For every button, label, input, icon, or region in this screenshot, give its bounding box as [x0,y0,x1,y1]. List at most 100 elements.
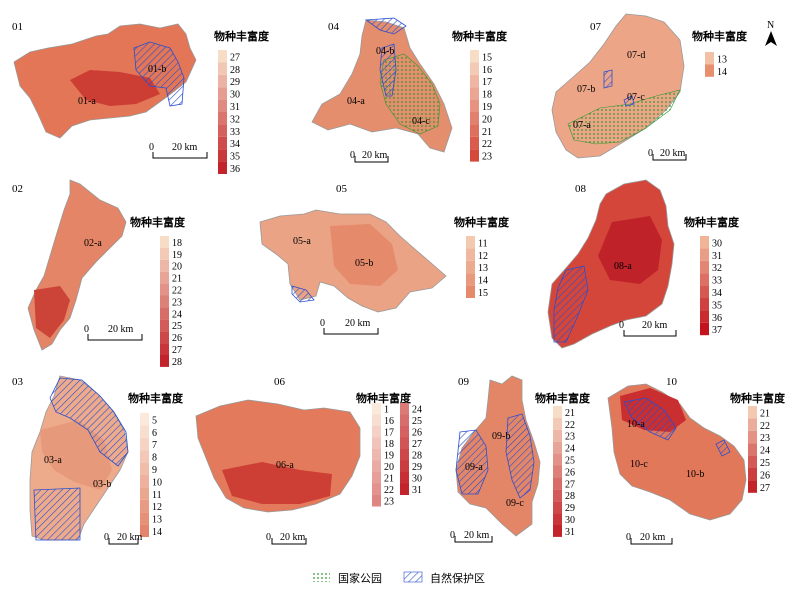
legend-label: 28 [412,451,422,462]
legend-swatch [372,449,381,461]
region-label: 07-c [627,92,645,103]
legend-title: 物种丰富度 [454,215,510,229]
region-label: 10-a [627,419,645,430]
legend-swatch [372,472,381,484]
legend-swatch [160,319,169,332]
panel-04-code: 04 [328,21,340,33]
scale-bar: 0 20 km [266,532,307,545]
legend-label: 21 [482,127,492,138]
legend-label: 21 [760,408,770,419]
legend-label: 23 [565,432,575,443]
legend-swatch [553,465,562,478]
legend-label: 30 [412,474,422,485]
legend-label: 30 [565,515,575,526]
legend-label: 24 [172,309,182,320]
legend-label: 30 [712,238,722,249]
legend-label: 15 [478,288,488,299]
legend-swatch [400,437,409,449]
legend-label: 24 [412,405,422,416]
region-label: 10-c [630,459,648,470]
svg-text:20 km: 20 km [640,532,666,543]
legend-swatch [553,501,562,514]
legend-label: 21 [384,474,394,485]
legend-label: 30 [230,90,240,101]
legend-swatch [140,437,149,451]
legend-label: 26 [565,467,575,478]
legend-label: 1 [384,405,389,416]
legend-swatch [160,283,169,296]
svg-text:0: 0 [320,318,325,329]
panel-09-reserve-b [505,413,535,499]
legend-swatch [466,248,475,261]
legend-swatch [553,417,562,430]
legend-label: 17 [384,428,394,439]
legend-swatch [140,487,149,500]
legend-label: 32 [230,114,240,125]
legend-label: 14 [152,527,162,538]
legend-label: 14 [478,276,488,287]
legend-label: 26 [760,470,770,481]
svg-text:0: 0 [84,324,89,335]
legend-label: 25 [412,416,422,427]
legend-swatch [140,413,149,426]
legend-label: 29 [230,77,240,88]
legend-label: 26 [172,333,182,344]
legend-swatch [470,136,479,150]
panel-02-high [34,286,70,338]
panel-03-reserve-north [49,377,129,467]
region-label: 03-b [93,479,111,490]
legend-swatch [218,50,227,63]
panel-06-core [222,462,332,504]
legend-label: 6 [152,428,157,439]
legend-label: 25 [760,458,770,469]
legend-swatch [700,260,709,274]
legend-label: 35 [712,300,722,311]
legend-label: 20 [172,262,182,273]
legend-swatch [400,403,409,415]
legend-swatch [553,525,562,537]
legend-label: 20 [384,462,394,473]
svg-text:0: 0 [104,532,109,543]
legend-swatch [400,472,409,484]
legend-label: 33 [230,127,240,138]
legend-label: 24 [565,444,575,455]
legend-swatch [748,430,757,444]
nature-reserve-label: 自然保护区 [430,571,485,585]
legend-title: 物种丰富度 [128,391,184,405]
scale-bar: 0 20 km [320,318,379,335]
legend-label: 36 [712,313,722,324]
svg-text:0: 0 [149,142,154,153]
legend-swatch [160,271,169,284]
legend-swatch [160,236,169,248]
legend-swatch [470,50,479,63]
panel-01-core [70,70,160,106]
panel-02-code: 02 [12,183,23,195]
legend-swatch [140,524,149,537]
legend-swatch [372,426,381,438]
panel-01: 01 01-a 01-b 物种丰富度 27282930313233343536 … [12,21,270,175]
svg-text:20 km: 20 km [172,142,198,153]
region-label: 09-b [492,431,510,442]
legend-swatch [140,512,149,525]
legend-label: 10 [152,477,162,488]
legend-title: 物种丰富度 [535,391,591,405]
legend-swatch [218,99,227,112]
scale-bar: 0 20 km [149,142,208,159]
legend-label: 19 [172,250,182,261]
legend-label: 17 [482,77,492,88]
legend-swatch [372,414,381,426]
region-label: 10-b [686,469,704,480]
legend-swatch [160,247,169,260]
svg-text:20 km: 20 km [660,148,686,159]
legend-swatch [218,87,227,100]
legend-label: 21 [565,408,575,419]
legend-label: 27 [760,483,770,494]
svg-text:0: 0 [626,532,631,543]
legend-label: 29 [412,462,422,473]
legend-label: 22 [482,139,492,150]
